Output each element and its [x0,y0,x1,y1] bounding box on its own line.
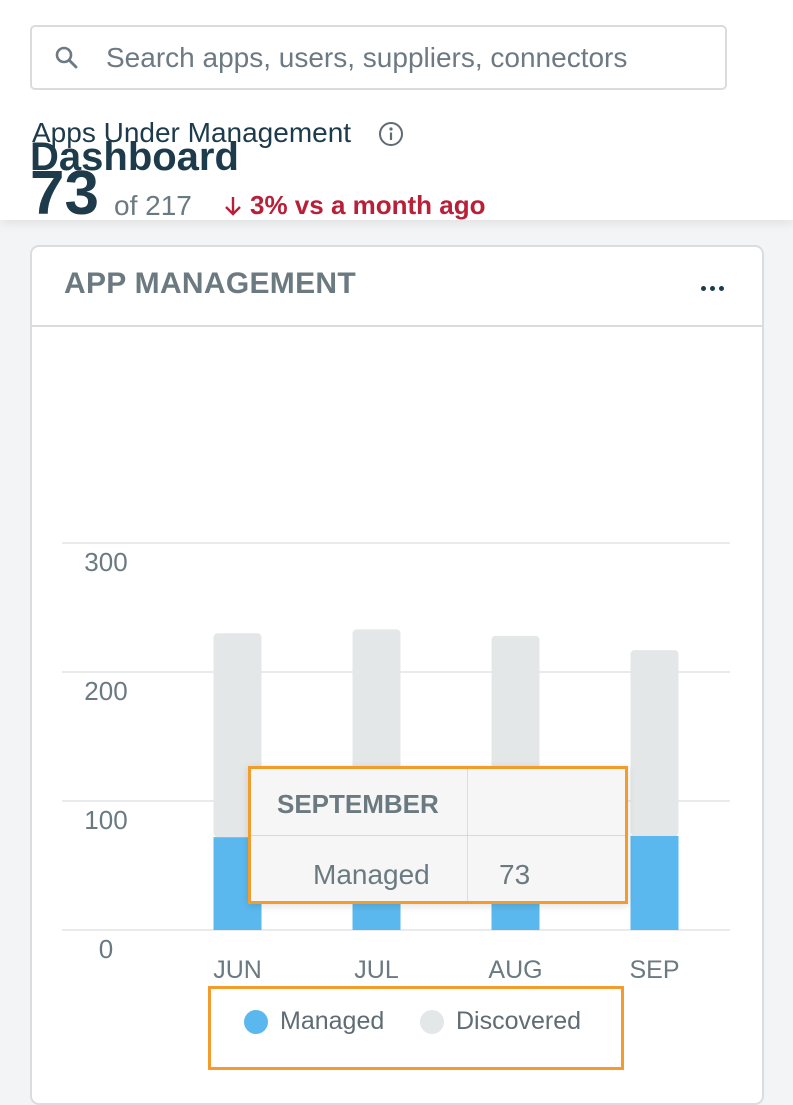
metric-delta-text: 3% vs a month ago [250,190,486,220]
x-tick-label: JUN [213,956,262,984]
metric-total: of 217 [114,190,192,221]
legend-item-managed[interactable]: Managed [244,1007,384,1036]
y-tick-label: 300 [84,547,127,577]
card-header: APP MANAGEMENT [32,247,762,327]
tooltip-series-value: 73 [499,859,531,890]
metric-label: Apps Under Management [32,117,352,148]
legend-label-discovered: Discovered [456,1007,582,1035]
legend-swatch-managed [244,1009,268,1034]
x-tick-label: JUL [354,956,399,984]
search-input[interactable] [104,36,688,79]
chart-tooltip: SEPTEMBER Managed 73 [248,766,628,904]
chart-legend: Managed Discovered [208,986,624,1070]
top-header: Dashboard [0,0,793,220]
legend-item-discovered[interactable]: Discovered [420,1007,581,1036]
info-icon[interactable] [378,121,404,147]
tooltip-series-name: Managed [313,859,430,890]
x-tick-label: AUG [488,956,542,984]
y-tick-label: 200 [84,676,127,706]
search-box[interactable] [30,25,727,90]
bar-discovered-sep [630,650,679,836]
metric-delta: 3% vs a month ago [224,190,486,221]
search-icon [55,46,78,68]
arrow-down-icon [225,196,241,216]
x-tick-label: SEP [629,956,679,984]
legend-swatch-discovered [420,1009,444,1034]
card-title: APP MANAGEMENT [64,267,356,300]
page-title: Dashboard [30,135,239,179]
y-tick-label: 0 [99,934,113,964]
metric-value: 73 [30,159,99,228]
bar-managed-sep [630,835,679,930]
more-options-button[interactable] [690,273,734,303]
more-horizontal-icon [700,285,706,291]
legend-label-managed: Managed [280,1007,385,1035]
tooltip-title: SEPTEMBER [277,789,439,819]
y-tick-label: 100 [84,805,127,835]
tooltip-separator [251,835,625,836]
